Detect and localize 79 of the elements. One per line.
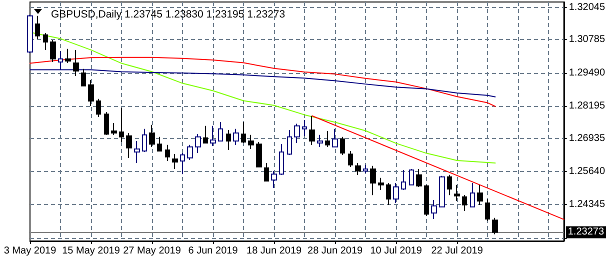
candlestick bbox=[233, 128, 239, 146]
y-tick-label: 1.30785 bbox=[568, 34, 606, 46]
candlestick bbox=[363, 164, 368, 174]
candlestick bbox=[203, 125, 208, 144]
candlestick bbox=[256, 142, 262, 168]
candlestick bbox=[43, 32, 48, 50]
x-tick-label: 15 May 2019 bbox=[62, 246, 120, 256]
candlestick bbox=[355, 162, 361, 176]
candlestick bbox=[248, 134, 254, 150]
candlestick bbox=[134, 140, 140, 164]
x-tick-label: 3 May 2019 bbox=[4, 246, 57, 256]
candlestick bbox=[325, 130, 330, 148]
candlestick bbox=[27, 14, 33, 54]
candlestick bbox=[279, 144, 284, 176]
x-tick-label: 10 Jul 2019 bbox=[370, 246, 422, 256]
candlestick bbox=[172, 154, 178, 170]
line-series bbox=[30, 56, 496, 107]
candlestick bbox=[35, 15, 40, 40]
candlestick bbox=[439, 175, 445, 208]
candlestick bbox=[149, 124, 155, 148]
candlestick bbox=[210, 125, 216, 146]
candlestick bbox=[302, 119, 307, 136]
candlestick bbox=[332, 128, 338, 148]
candlestick bbox=[226, 129, 231, 150]
candlestick bbox=[447, 174, 452, 196]
candlestick bbox=[492, 217, 498, 235]
candlestick bbox=[470, 182, 475, 208]
candlestick bbox=[271, 170, 277, 188]
candlestick bbox=[195, 134, 201, 154]
candlestick bbox=[409, 168, 414, 186]
candlestick bbox=[424, 184, 429, 216]
candlestick bbox=[104, 112, 109, 136]
candlestick bbox=[348, 150, 353, 168]
candlestick bbox=[50, 39, 56, 63]
y-tick-label: 1.25640 bbox=[568, 166, 606, 178]
candlestick bbox=[462, 194, 467, 212]
candlestick bbox=[378, 177, 384, 190]
y-tick-label: 1.26935 bbox=[568, 132, 606, 144]
candlestick bbox=[287, 129, 292, 156]
candlestick bbox=[340, 136, 345, 156]
candlestick bbox=[393, 182, 399, 204]
candlestick bbox=[81, 68, 86, 86]
candlestick bbox=[119, 107, 124, 143]
y-tick-label: 1.28195 bbox=[568, 100, 606, 112]
candlestick bbox=[88, 79, 94, 106]
candlestick bbox=[431, 199, 437, 220]
y-tick-label: 1.24345 bbox=[568, 199, 606, 210]
candlestick bbox=[264, 162, 269, 182]
candlestick bbox=[218, 122, 223, 142]
candlestick bbox=[111, 122, 117, 136]
x-tick-label: 28 Jun 2019 bbox=[308, 246, 364, 256]
candlestick bbox=[416, 168, 422, 188]
text: GBPUSD,Daily 1.23745 1.23830 1.23195 1.23273 bbox=[51, 8, 286, 20]
ref-line-label: 1.23273 bbox=[568, 226, 604, 238]
candlestick bbox=[386, 182, 391, 206]
candlestick bbox=[157, 136, 162, 152]
candlestick bbox=[401, 169, 406, 190]
candlestick bbox=[187, 144, 193, 160]
candlestick bbox=[241, 122, 246, 144]
candlestick bbox=[294, 123, 300, 144]
x-tick-label: 27 May 2019 bbox=[123, 246, 182, 256]
candlestick bbox=[96, 98, 101, 118]
candlestick bbox=[65, 48, 71, 64]
candlestick bbox=[165, 144, 170, 162]
y-tick-label: 1.32045 bbox=[568, 2, 606, 13]
candlestick bbox=[477, 184, 483, 206]
candlestick bbox=[126, 132, 132, 158]
candlestick bbox=[317, 134, 323, 148]
candlestick bbox=[180, 152, 185, 175]
candlestick bbox=[454, 184, 460, 202]
candlestick bbox=[142, 128, 147, 153]
candlestick bbox=[73, 49, 79, 76]
x-tick-label: 18 Jun 2019 bbox=[246, 246, 302, 256]
y-tick-label: 1.29490 bbox=[568, 67, 606, 78]
candlestick bbox=[485, 198, 490, 222]
candlestick bbox=[370, 165, 376, 196]
x-tick-label: 22 Jul 2019 bbox=[431, 246, 484, 256]
x-tick-label: 6 Jun 2019 bbox=[188, 246, 238, 256]
candlestick bbox=[309, 115, 315, 146]
